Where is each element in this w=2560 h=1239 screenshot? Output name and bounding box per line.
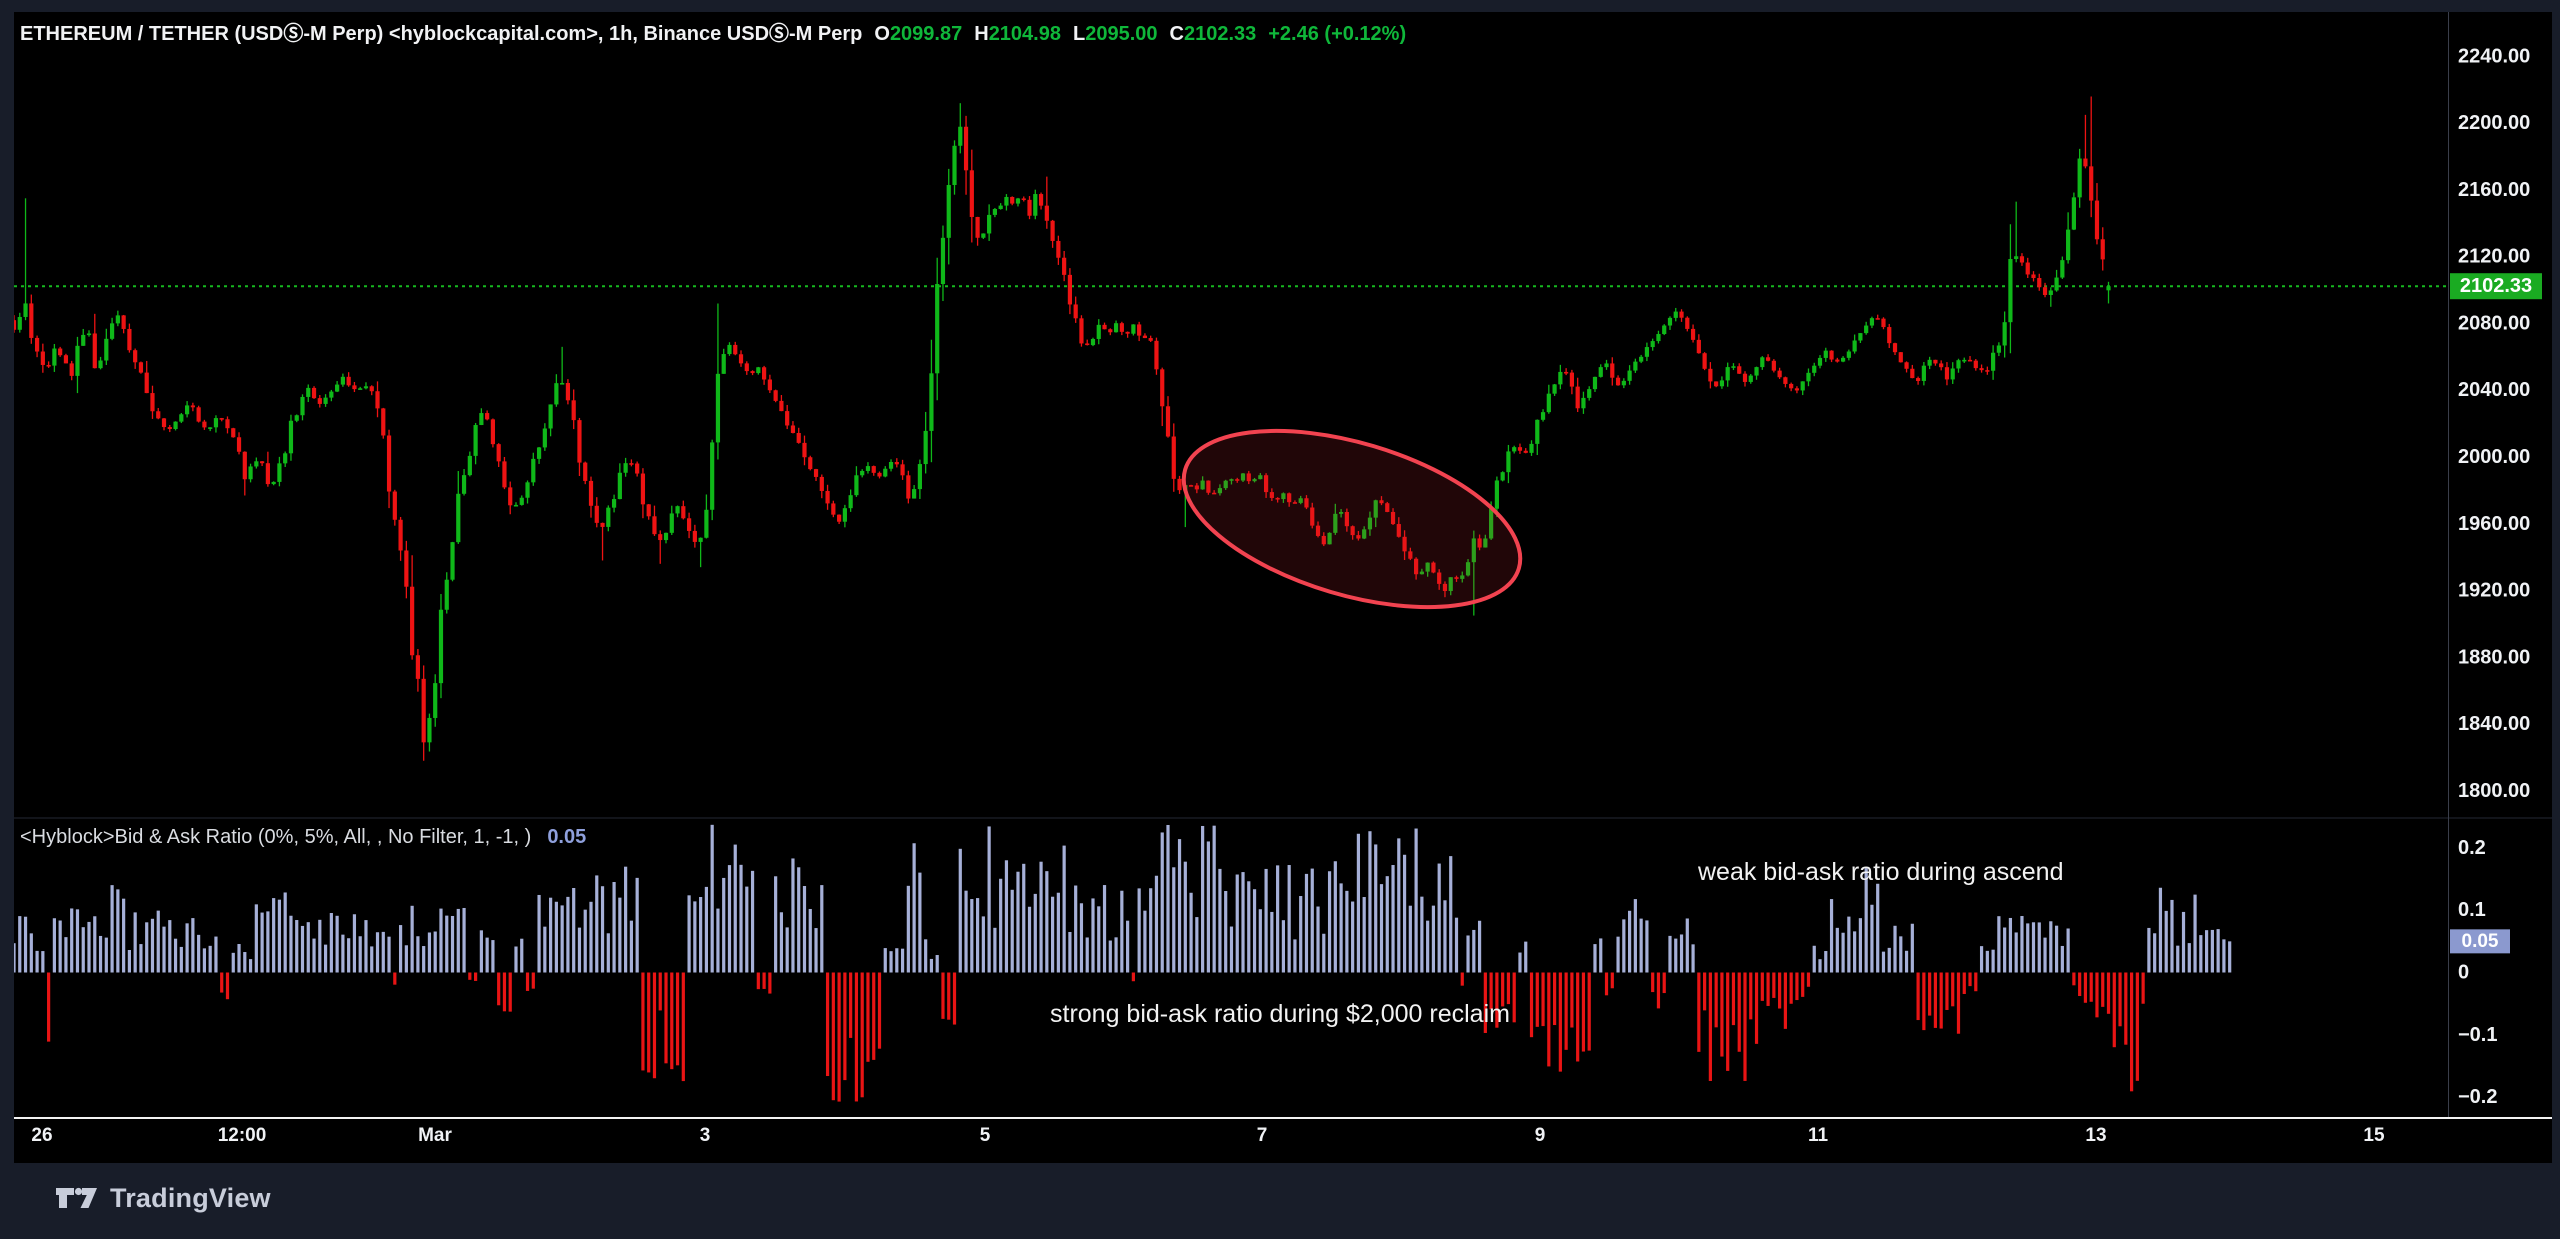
price-axis-label: 2160.00 xyxy=(2458,179,2530,201)
time-axis-label: 15 xyxy=(2363,1125,2385,1146)
time-axis[interactable]: 26 12:00 Mar 3 5 7 9 11 13 15 xyxy=(31,1125,2385,1146)
time-axis-label: 13 xyxy=(2085,1125,2106,1146)
change-value: +2.46 (+0.12%) xyxy=(1268,23,1407,45)
close-value: 2102.33 xyxy=(1183,23,1257,45)
ellipse-annotation[interactable] xyxy=(1164,397,1541,642)
indicator-axis-label: 0 xyxy=(2458,962,2469,984)
indicator-axis-label: −0.2 xyxy=(2458,1086,2497,1108)
tradingview-logo-icon xyxy=(56,1187,97,1208)
symbol-header: ETHEREUM / TETHER (USDⓈ-M Perp) <hyblock… xyxy=(20,17,1406,46)
low-label: L xyxy=(1072,23,1086,45)
indicator-title[interactable]: <Hyblock>Bid & Ask Ratio (0%, 5%, All, ,… xyxy=(20,826,532,848)
tradingview-logo-text: TradingView xyxy=(110,1182,271,1213)
price-axis-label: 2000.00 xyxy=(2458,446,2530,468)
svg-text:0.05: 0.05 xyxy=(2462,931,2499,952)
time-axis-label: 7 xyxy=(1257,1125,1268,1146)
symbol-title[interactable]: ETHEREUM / TETHER (USDⓈ-M Perp) <hyblock… xyxy=(20,23,863,45)
time-axis-label: 5 xyxy=(980,1125,991,1146)
price-axis-label: 2240.00 xyxy=(2458,45,2530,67)
indicator-current-label: 0.05 xyxy=(2450,929,2510,954)
close-label: C xyxy=(1169,23,1184,45)
high-label: H xyxy=(974,23,989,45)
price-axis-label: 1800.00 xyxy=(2458,780,2530,802)
price-axis-label: 2080.00 xyxy=(2458,312,2530,334)
tradingview-logo[interactable]: TradingView xyxy=(54,1182,271,1214)
price-axis-label: 2200.00 xyxy=(2458,112,2530,134)
time-axis-label: 3 xyxy=(700,1125,711,1146)
open-value: 2099.87 xyxy=(889,23,963,45)
bid-ask-ratio-histogram[interactable] xyxy=(12,824,2232,1102)
indicator-axis-label: 0.2 xyxy=(2458,837,2486,859)
indicator-current-value: 0.05 xyxy=(547,826,587,848)
indicator-axis[interactable]: 0.2 0.1 0 −0.1 −0.2 0.05 xyxy=(2450,837,2510,1108)
indicator-axis-label: 0.1 xyxy=(2458,899,2486,921)
high-value: 2104.98 xyxy=(988,23,1061,45)
price-axis-label: 2040.00 xyxy=(2458,379,2530,401)
indicator-axis-label: −0.1 xyxy=(2458,1024,2497,1046)
price-axis[interactable]: 2240.00 2200.00 2160.00 2120.00 2080.00 2040.… xyxy=(2450,45,2542,802)
time-axis-label: 11 xyxy=(1808,1125,1829,1146)
price-axis-label: 1960.00 xyxy=(2458,513,2530,535)
current-price-label: 2102.33 xyxy=(2450,273,2542,300)
text-annotation-strong-ratio[interactable]: strong bid-ask ratio during $2,000 recla… xyxy=(1050,1000,1510,1028)
price-axis-label: 1840.00 xyxy=(2458,713,2530,735)
low-value: 2095.00 xyxy=(1085,23,1158,45)
time-axis-label: 26 xyxy=(31,1125,52,1146)
indicator-header: <Hyblock>Bid & Ask Ratio (0%, 5%, All, ,… xyxy=(20,826,586,849)
svg-text:2102.33: 2102.33 xyxy=(2460,275,2532,297)
time-axis-label: Mar xyxy=(418,1125,452,1146)
price-axis-label: 1880.00 xyxy=(2458,646,2530,668)
price-axis-label: 1920.00 xyxy=(2458,580,2530,602)
time-axis-label: 9 xyxy=(1535,1125,1546,1146)
price-axis-label: 2120.00 xyxy=(2458,246,2530,268)
open-label: O xyxy=(874,23,890,45)
time-axis-label: 12:00 xyxy=(218,1125,267,1146)
text-annotation-weak-ratio[interactable]: weak bid-ask ratio during ascend xyxy=(1698,858,2064,886)
